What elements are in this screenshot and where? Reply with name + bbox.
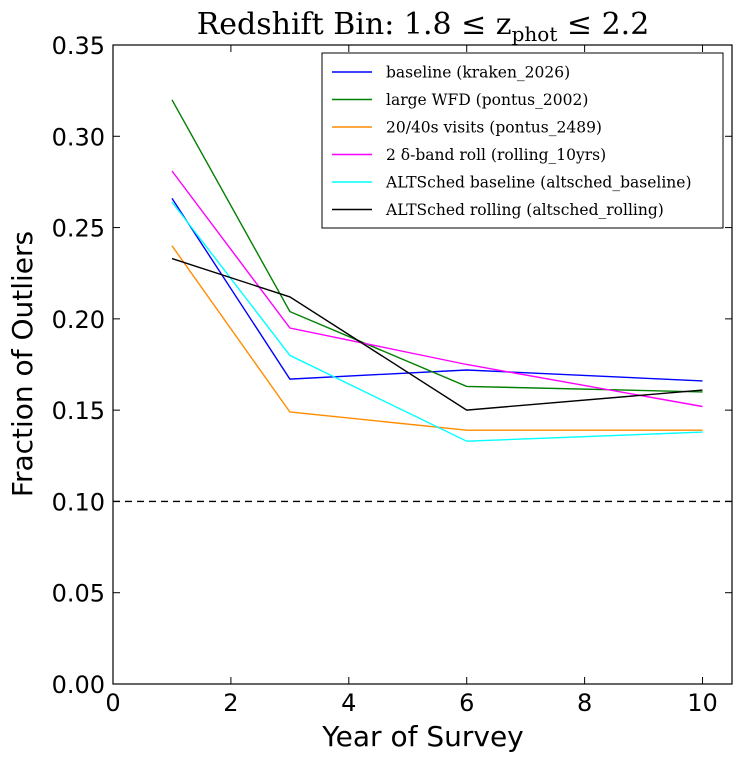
legend: baseline (kraken_2026)large WFD (pontus_… xyxy=(321,52,724,229)
legend-box xyxy=(321,52,724,229)
series-line-5 xyxy=(171,201,703,442)
tick-layer: 0 2 4 6 8 10 0.00 0.05 0.10 0.15 0.20 0.25 0.30 0.35 xyxy=(52,32,732,717)
legend-label-5: ALTSched baseline (altsched_baseline) xyxy=(385,174,692,192)
y-tick-label: 0.10 xyxy=(52,488,105,516)
y-axis-label: Fraction of Outliers xyxy=(6,231,39,497)
series-line-4 xyxy=(171,170,703,408)
chart-title: Redshift Bin: 1.8 ≤ zphot ≤ 2.2 xyxy=(197,7,650,46)
x-tick-label: 2 xyxy=(223,689,238,717)
y-tick-label: 0.35 xyxy=(52,32,105,60)
x-tick-label: 10 xyxy=(687,689,718,717)
series-line-3 xyxy=(171,245,703,431)
legend-label-2: large WFD (pontus_2002) xyxy=(386,91,588,109)
legend-label-3: 20/40s visits (pontus_2489) xyxy=(386,119,602,137)
y-tick-label: 0.25 xyxy=(52,215,105,243)
legend-label-1: baseline (kraken_2026) xyxy=(386,64,570,82)
y-tick-label: 0.05 xyxy=(52,580,105,608)
y-tick-label: 0.00 xyxy=(52,671,105,699)
series-layer xyxy=(171,99,703,442)
y-tick-label: 0.20 xyxy=(52,306,105,334)
series-line-6 xyxy=(171,257,703,411)
legend-label-4: 2 δ-band roll (rolling_10yrs) xyxy=(386,146,606,164)
x-tick-label: 4 xyxy=(341,689,356,717)
title-main: Redshift Bin: 1.8 ≤ z xyxy=(197,7,512,42)
plot-area-frame xyxy=(112,44,733,685)
x-tick-label: 0 xyxy=(105,689,120,717)
title-subscript: phot xyxy=(512,22,558,46)
title-tail: ≤ 2.2 xyxy=(557,7,649,42)
x-tick-label: 6 xyxy=(459,689,474,717)
y-tick-label: 0.30 xyxy=(52,123,105,151)
legend-label-6: ALTSched rolling (altsched_rolling) xyxy=(385,201,664,219)
x-tick-label: 8 xyxy=(577,689,592,717)
series-line-1 xyxy=(171,198,703,382)
x-axis-label: Year of Survey xyxy=(321,720,523,753)
y-tick-label: 0.15 xyxy=(52,397,105,425)
series-line-2 xyxy=(171,99,703,393)
